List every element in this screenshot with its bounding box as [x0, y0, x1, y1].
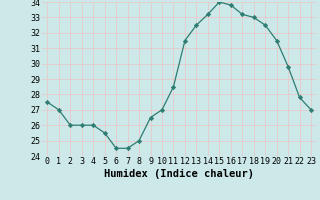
- X-axis label: Humidex (Indice chaleur): Humidex (Indice chaleur): [104, 169, 254, 179]
